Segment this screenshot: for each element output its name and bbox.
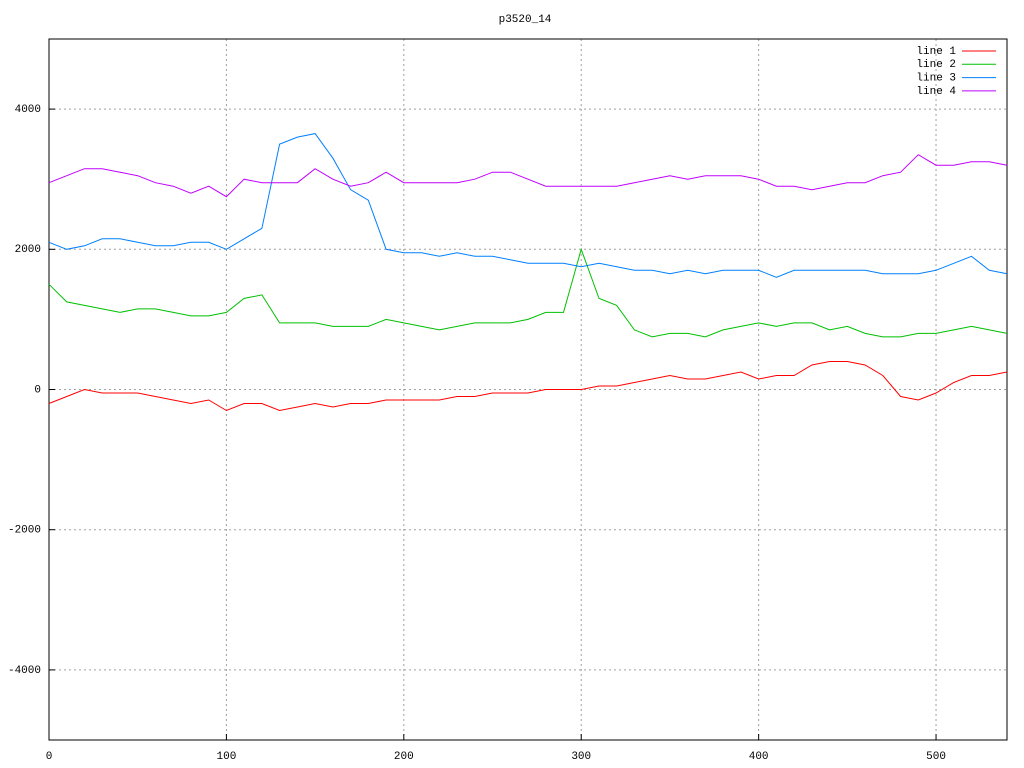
legend-label: line 1 bbox=[916, 46, 956, 58]
y-tick-label: 2000 bbox=[15, 244, 41, 256]
series-line bbox=[48, 361, 1008, 412]
series-line bbox=[48, 247, 1008, 338]
x-tick-label: 400 bbox=[749, 751, 769, 763]
y-tick-label: 0 bbox=[34, 384, 41, 396]
legend-label: line 2 bbox=[916, 59, 956, 71]
y-tick-label: 4000 bbox=[15, 104, 41, 116]
chart-title: p3520_14 bbox=[499, 14, 552, 26]
legend-label: line 4 bbox=[916, 86, 956, 98]
series-line bbox=[48, 133, 1008, 278]
plot-frame bbox=[48, 38, 1008, 741]
x-tick-label: 300 bbox=[571, 751, 591, 763]
series-line bbox=[48, 154, 1008, 198]
x-tick-label: 0 bbox=[46, 751, 53, 763]
y-tick-label: -2000 bbox=[8, 525, 41, 537]
x-tick-label: 500 bbox=[926, 751, 946, 763]
x-tick-label: 200 bbox=[394, 751, 414, 763]
x-tick-label: 100 bbox=[217, 751, 237, 763]
legend-label: line 3 bbox=[916, 73, 956, 85]
y-tick-label: -4000 bbox=[8, 665, 41, 677]
